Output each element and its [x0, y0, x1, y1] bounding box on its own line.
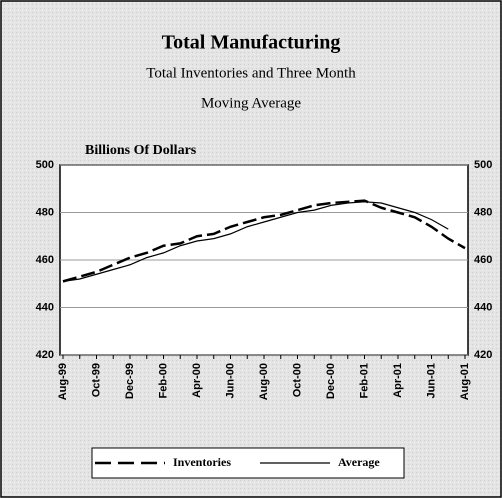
y2-tick-label: 500: [474, 159, 492, 171]
x-tick-label: Apr-01: [392, 363, 404, 398]
y-tick-label: 440: [36, 301, 54, 313]
chart-subtitle: Total Inventories and Three Month: [146, 65, 356, 81]
y2-tick-label: 420: [474, 349, 492, 361]
y2-tick-label: 440: [474, 301, 492, 313]
x-tick-label: Aug-00: [258, 363, 270, 400]
x-tick-label: Dec-00: [325, 363, 337, 399]
y2-tick-label: 460: [474, 254, 492, 266]
x-tick-label: Oct-00: [291, 363, 303, 397]
x-tick-label: Aug-99: [57, 363, 69, 400]
chart-subtitle: Moving Average: [201, 95, 301, 111]
line-series: [62, 201, 449, 282]
x-tick-label: Aug-01: [459, 363, 471, 400]
y-tick-label: 480: [36, 206, 54, 218]
chart-title: Total Manufacturing: [162, 32, 341, 54]
x-tick-label: Feb-00: [157, 363, 169, 398]
x-tick-label: Apr-00: [191, 363, 203, 398]
line-series: [62, 199, 466, 283]
x-tick-label: Feb-01: [358, 363, 370, 398]
y-tick-label: 500: [36, 159, 54, 171]
x-tick-label: Dec-99: [124, 363, 136, 399]
y-axis-label: Billions Of Dollars: [85, 143, 197, 158]
y-tick-label: 460: [36, 254, 54, 266]
x-tick-label: Jun-01: [425, 363, 437, 398]
y2-tick-label: 480: [474, 206, 492, 218]
legend-label: Average: [338, 455, 380, 469]
legend-label: Inventories: [173, 455, 231, 469]
x-tick-label: Oct-99: [90, 363, 102, 397]
y-tick-label: 420: [36, 349, 54, 361]
x-tick-label: Jun-00: [224, 363, 236, 398]
